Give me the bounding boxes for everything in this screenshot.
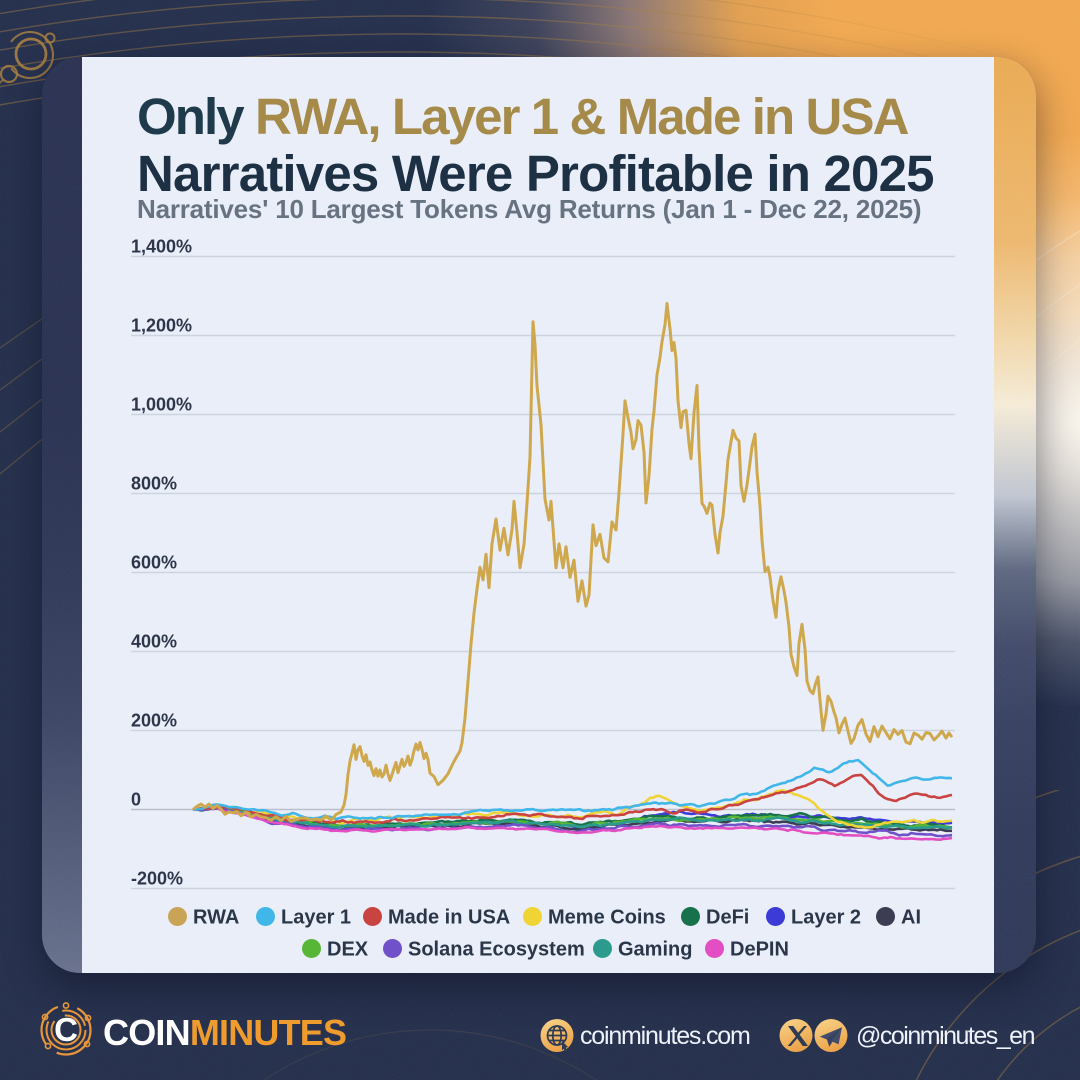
- svg-text:400%: 400%: [131, 632, 177, 652]
- svg-text:DeFi: DeFi: [706, 907, 749, 929]
- svg-text:1,200%: 1,200%: [131, 316, 192, 336]
- svg-text:600%: 600%: [131, 553, 177, 573]
- svg-text:DePIN: DePIN: [730, 939, 789, 961]
- svg-text:Layer 1: Layer 1: [281, 907, 351, 929]
- svg-text:RWA: RWA: [193, 907, 239, 929]
- svg-text:C: C: [54, 1011, 78, 1048]
- svg-text:DEX: DEX: [327, 939, 369, 961]
- svg-text:800%: 800%: [131, 474, 177, 494]
- svg-text:AI: AI: [901, 907, 921, 929]
- svg-text:0: 0: [131, 790, 141, 810]
- svg-text:Solana Ecosystem: Solana Ecosystem: [408, 939, 585, 961]
- svg-text:200%: 200%: [131, 711, 177, 731]
- svg-text:Made in USA: Made in USA: [388, 907, 510, 929]
- svg-text:Gaming: Gaming: [618, 939, 692, 961]
- svg-text:1,400%: 1,400%: [131, 237, 192, 257]
- svg-text:Meme Coins: Meme Coins: [548, 907, 666, 929]
- svg-text:Layer 2: Layer 2: [791, 907, 861, 929]
- svg-text:-200%: -200%: [131, 869, 183, 889]
- svg-text:1,000%: 1,000%: [131, 395, 192, 415]
